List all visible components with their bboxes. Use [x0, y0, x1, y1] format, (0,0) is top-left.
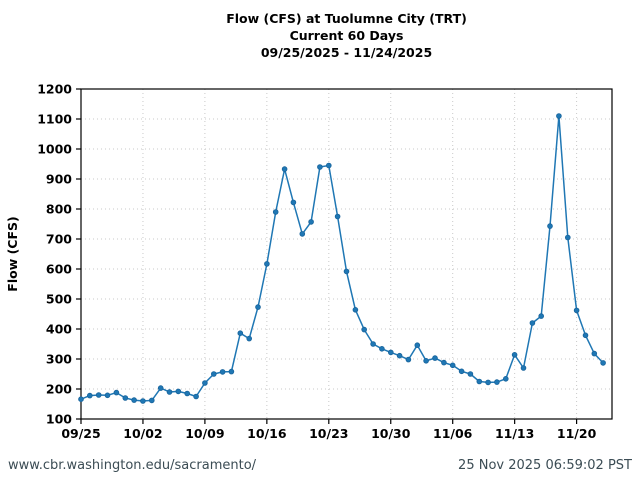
data-point — [379, 345, 385, 352]
data-point — [423, 357, 429, 364]
data-point — [193, 393, 199, 400]
data-point — [547, 223, 553, 229]
data-point — [458, 368, 465, 375]
data-point — [184, 390, 191, 397]
data-point — [87, 392, 93, 399]
data-point — [211, 371, 217, 377]
footer-timestamp: 25 Nov 2025 06:59:02 PST — [458, 457, 632, 473]
y-axis-label: Flow (CFS) — [5, 216, 20, 291]
y-tick-label: 800 — [46, 202, 72, 217]
data-point — [511, 351, 518, 358]
axis-frame — [80, 88, 613, 420]
data-point — [219, 369, 226, 375]
data-point — [485, 379, 491, 386]
data-point — [202, 380, 208, 386]
data-point — [237, 330, 244, 337]
x-tick-label: 09/25 — [61, 426, 100, 441]
data-point — [414, 342, 421, 349]
data-point — [387, 349, 394, 356]
data-point — [140, 398, 146, 404]
flow-line — [80, 115, 604, 402]
y-tick-label: 500 — [46, 292, 72, 307]
data-point — [299, 231, 306, 237]
y-tick-label: 900 — [46, 172, 72, 187]
x-tick-label: 10/16 — [247, 426, 287, 441]
data-point — [361, 326, 368, 333]
data-point — [432, 355, 438, 361]
chart-title: Flow (CFS) at Tuolumne City (TRT) — [226, 11, 467, 26]
data-point — [449, 362, 456, 369]
y-tick-label: 200 — [46, 382, 72, 397]
data-point — [290, 199, 297, 206]
data-point — [494, 379, 500, 385]
data-point — [405, 356, 412, 363]
data-point — [467, 371, 474, 377]
data-point — [476, 378, 483, 385]
data-point — [228, 368, 235, 375]
chart-date-range: 09/25/2025 - 11/24/2025 — [260, 45, 433, 60]
data-point — [131, 397, 137, 403]
data-point — [272, 209, 279, 215]
y-tick-label: 600 — [46, 262, 72, 277]
data-point — [122, 395, 129, 401]
data-point — [113, 389, 120, 396]
y-tick-label: 100 — [46, 412, 72, 427]
y-tick-label: 1100 — [37, 112, 72, 127]
data-point — [317, 164, 323, 170]
data-point — [502, 375, 509, 382]
x-tick-label: 10/23 — [309, 426, 348, 441]
data-point — [538, 313, 544, 319]
data-point — [104, 392, 111, 399]
data-point — [325, 162, 332, 169]
y-tick-label: 700 — [46, 232, 72, 247]
data-point — [308, 219, 314, 225]
y-tick-label: 300 — [46, 352, 72, 367]
x-tick-label: 11/13 — [495, 426, 534, 441]
x-tick-label: 10/30 — [371, 426, 411, 441]
data-point — [264, 261, 270, 267]
data-point — [175, 388, 182, 395]
data-point — [352, 306, 359, 313]
flow-chart: Flow (CFS) 10020030040050060070080090010… — [5, 82, 613, 441]
data-point — [255, 304, 261, 310]
data-point — [600, 360, 606, 366]
y-tick-label: 1200 — [37, 82, 72, 97]
x-tick-label: 10/02 — [123, 426, 162, 441]
data-point — [334, 213, 341, 220]
chart-title-block: Flow (CFS) at Tuolumne City (TRT) Curren… — [81, 10, 612, 61]
data-point — [343, 268, 350, 275]
data-point — [520, 365, 527, 371]
data-point — [556, 113, 562, 119]
data-point — [157, 385, 164, 391]
data-point — [281, 166, 288, 172]
data-point — [78, 396, 84, 403]
x-tick-label: 11/20 — [557, 426, 597, 441]
data-point — [95, 392, 102, 398]
data-point — [582, 332, 589, 339]
data-point — [246, 335, 253, 342]
data-point — [573, 307, 580, 314]
chart-subtitle: Current 60 Days — [289, 28, 404, 43]
data-point — [564, 234, 571, 241]
data-point — [166, 389, 173, 395]
y-tick-label: 1000 — [37, 142, 72, 157]
y-tick-label: 400 — [46, 322, 72, 337]
data-point — [396, 352, 403, 359]
data-point — [529, 320, 536, 326]
status-bar: www.cbr.washington.edu/sacramento/ 25 No… — [0, 453, 640, 477]
data-point — [441, 359, 447, 366]
data-point — [370, 341, 376, 347]
x-tick-label: 11/06 — [433, 426, 473, 441]
footer-url: www.cbr.washington.edu/sacramento/ — [8, 457, 257, 473]
x-tick-label: 10/09 — [185, 426, 224, 441]
plot-area: 100 200 300 400 500 600 700 800 900 1000 1100 1200 0… — [37, 82, 613, 441]
data-point — [591, 350, 598, 357]
data-point — [149, 397, 155, 404]
